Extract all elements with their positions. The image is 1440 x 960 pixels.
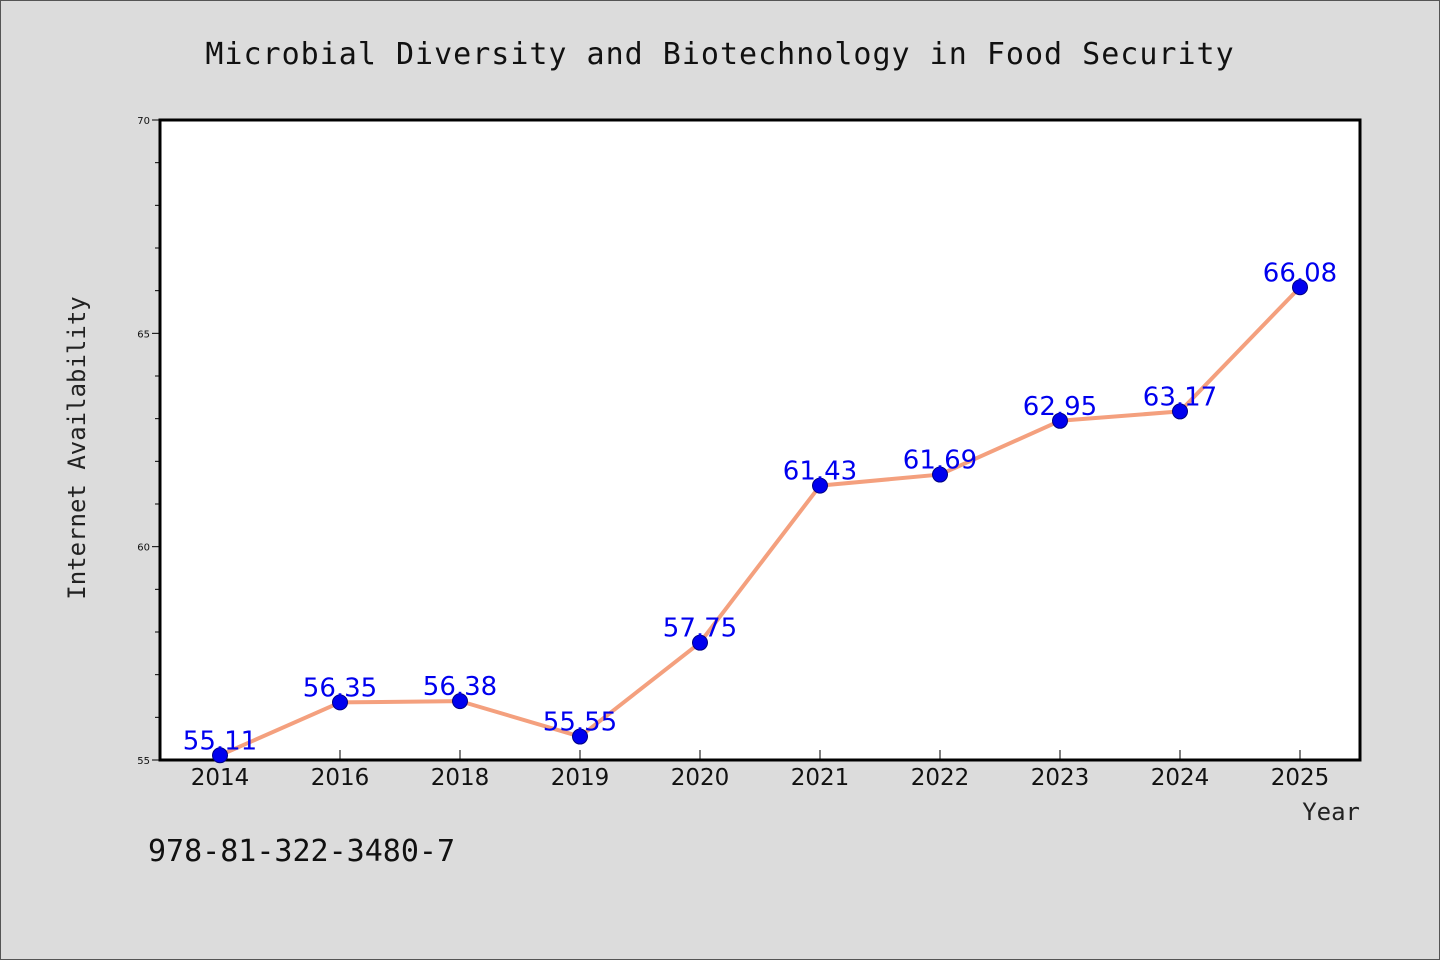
data-label-layer: 55.11 56.35 56.38 55.55 57.75 61.43 61.69 62.95… bbox=[183, 258, 1337, 756]
data-point bbox=[932, 466, 948, 483]
data-point bbox=[812, 477, 828, 494]
x-tick-label: 2018 bbox=[431, 765, 490, 791]
data-point bbox=[572, 728, 588, 745]
data-label: 55.11 bbox=[183, 726, 257, 756]
y-tick-label: 70 bbox=[137, 116, 150, 127]
x-axis: 2014 2016 2018 2019 2020 2021 2022 2023 2024 2025 bbox=[191, 750, 1330, 791]
data-label: 62.95 bbox=[1023, 392, 1097, 422]
chart-title: Microbial Diversity and Biotechnology in… bbox=[205, 37, 1234, 72]
x-tick-label: 2020 bbox=[671, 765, 730, 791]
x-tick-label: 2024 bbox=[1151, 765, 1210, 791]
data-label: 56.35 bbox=[303, 673, 377, 703]
y-axis-label: Internet Availability bbox=[63, 296, 91, 599]
data-label: 55.55 bbox=[543, 708, 617, 738]
x-axis-label: Year bbox=[1302, 798, 1360, 826]
y-tick-label: 55 bbox=[137, 756, 150, 767]
data-label: 63.17 bbox=[1143, 382, 1217, 412]
x-tick-label: 2022 bbox=[911, 765, 970, 791]
x-tick-label: 2016 bbox=[311, 765, 370, 791]
data-point bbox=[692, 634, 708, 651]
data-point bbox=[332, 694, 348, 711]
data-point bbox=[212, 747, 228, 764]
data-point bbox=[1292, 279, 1308, 296]
series-layer bbox=[212, 279, 1308, 764]
isbn-text: 978-81-322-3480-7 bbox=[148, 834, 456, 869]
x-tick-label: 2023 bbox=[1031, 765, 1090, 791]
data-label: 61.69 bbox=[903, 446, 977, 476]
plot-area bbox=[158, 118, 1362, 762]
data-label: 66.08 bbox=[1263, 258, 1337, 288]
x-tick-label: 2014 bbox=[191, 765, 250, 791]
data-label: 61.43 bbox=[783, 457, 857, 487]
y-axis: 55 60 65 70 bbox=[137, 116, 160, 767]
y-tick-label: 60 bbox=[137, 543, 150, 554]
series-line bbox=[218, 285, 1302, 758]
data-point bbox=[1052, 412, 1068, 429]
data-label: 57.75 bbox=[663, 614, 737, 644]
x-tick-label: 2025 bbox=[1271, 765, 1330, 791]
x-tick-label: 2019 bbox=[551, 765, 610, 791]
x-tick-label: 2021 bbox=[791, 765, 850, 791]
data-point bbox=[452, 693, 468, 710]
y-tick-label: 65 bbox=[137, 329, 150, 340]
data-label: 56.38 bbox=[423, 672, 497, 702]
data-point bbox=[1172, 403, 1188, 420]
